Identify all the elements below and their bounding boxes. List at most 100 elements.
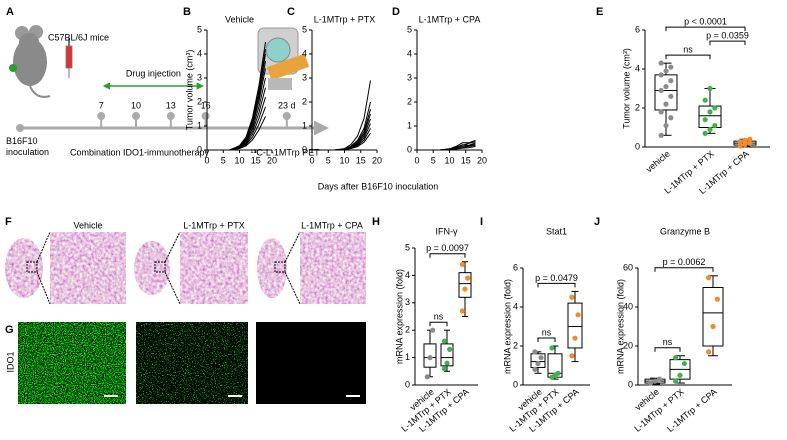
mouse-illustration (9, 25, 51, 98)
data-point (569, 353, 575, 359)
timeline-start (16, 124, 24, 132)
data-point (459, 308, 465, 314)
data-point (532, 366, 538, 372)
y-tick-label: 1 (405, 352, 410, 362)
x-tick-label: 20 (477, 155, 487, 165)
timeline-point (201, 112, 210, 120)
growth-curve (229, 116, 266, 151)
data-point (663, 101, 669, 107)
data-point (742, 142, 748, 148)
y-axis-label: Tumor volume (cm³) (621, 48, 631, 129)
significance-bracket (429, 321, 448, 327)
chart-title: Vehicle (225, 14, 254, 24)
he-images (5, 231, 366, 305)
shared-x-label: Days after B16F10 inoculation (318, 181, 439, 191)
timeline-label: 23 d (278, 100, 296, 110)
data-point (747, 136, 753, 142)
data-point (668, 78, 674, 84)
y-axis-label: mRNA expression (fold) (615, 279, 625, 374)
y-tick-label: 4 (513, 301, 518, 311)
data-point (712, 105, 718, 111)
significance-bracket (654, 267, 714, 272)
box (702, 287, 724, 347)
timeline-label: 16 (201, 100, 211, 110)
significance-bracket (654, 347, 681, 352)
y-tick-label: 0 (513, 379, 518, 389)
data-point (707, 126, 713, 133)
y-tick-label: 0 (628, 379, 633, 389)
data-point (706, 275, 712, 281)
y-tick-label: 20 (623, 340, 633, 350)
data-point (737, 143, 743, 149)
panel-letter: G (5, 324, 14, 336)
data-point (702, 130, 708, 136)
significance-label: p = 0.0479 (535, 273, 578, 283)
therapy-label: Combination IDO1-immunotherapy (70, 147, 210, 157)
y-tick-label: 2 (197, 96, 202, 106)
data-point (663, 68, 669, 74)
y-axis-label: mRNA expression (fold) (394, 269, 404, 364)
timeline-point (282, 112, 291, 120)
timeline-label: 10 (131, 100, 141, 110)
significance-label: p = 0.0062 (663, 257, 706, 267)
x-tick-label: 20 (267, 155, 277, 165)
y-tick-label: 2 (302, 96, 307, 106)
data-point (462, 286, 468, 292)
y-tick-label: 2 (407, 96, 412, 106)
x-tick-label: 10 (234, 155, 244, 165)
box (654, 74, 678, 111)
data-point (707, 109, 713, 115)
data-point (714, 296, 721, 302)
significance-label: ns (663, 337, 673, 347)
data-point (658, 72, 664, 78)
mouse-label: C57BL/6J mice (48, 32, 109, 42)
significance-label: ns (542, 327, 552, 337)
box (698, 105, 722, 129)
data-point (710, 323, 716, 330)
pet-label: ¹¹C-L-1MTrp PET (250, 147, 320, 157)
significance-label: p = 0.0097 (426, 243, 469, 253)
y-tick-label: 4 (302, 48, 307, 58)
timeline-point (97, 112, 106, 120)
significance-label: ns (683, 45, 693, 55)
data-point (702, 117, 708, 123)
y-tick-label: 3 (405, 297, 410, 307)
x-tick-label: 5 (431, 155, 436, 165)
pet-scanner-illustration (257, 27, 310, 90)
histology-group: L-1MTrp + PTX (183, 220, 244, 230)
significance-bracket (709, 40, 746, 46)
y-tick-label: 0 (407, 144, 412, 154)
x-tick-label: vehicle (644, 149, 672, 175)
data-point (572, 335, 578, 341)
y-tick-label: 1 (197, 120, 202, 130)
y-axis-label: mRNA expression (fold) (502, 279, 512, 374)
data-point (444, 360, 450, 366)
x-tick-label: 15 (356, 155, 366, 165)
panel-letter: C (287, 6, 295, 18)
data-point (737, 138, 743, 145)
y-tick-label: 40 (623, 301, 633, 311)
data-point (569, 294, 575, 300)
data-point (535, 360, 541, 367)
x-tick-label: 10 (444, 155, 454, 165)
histology-group: L-1MTrp + CPA (301, 220, 363, 230)
x-tick-label: 0 (309, 155, 314, 165)
x-tick-label: 20 (372, 155, 382, 165)
y-tick-label: 1 (302, 120, 307, 130)
data-point (706, 349, 712, 355)
significance-bracket (429, 253, 466, 258)
data-point (742, 137, 748, 143)
injection-label: Drug injection (126, 68, 181, 78)
data-point (532, 349, 538, 355)
data-point (681, 360, 688, 367)
y-tick-label: 3 (197, 72, 202, 82)
x-tick-label: 0 (204, 155, 209, 165)
y-tick-label: 0 (197, 144, 202, 154)
significance-bracket (537, 282, 576, 288)
growth-curve (334, 80, 371, 151)
data-point (677, 372, 683, 378)
data-point (747, 140, 753, 146)
chart-title: Stat1 (546, 226, 567, 236)
significance-bracket (665, 26, 746, 32)
